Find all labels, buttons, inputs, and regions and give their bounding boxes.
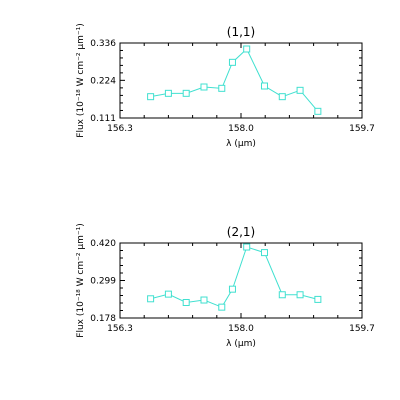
data-point-marker xyxy=(243,243,251,251)
data-point-marker xyxy=(147,295,155,303)
x-axis-label: λ (μm) xyxy=(226,339,256,349)
data-point-marker xyxy=(314,107,322,115)
data-point-marker xyxy=(182,299,190,307)
x-axis-label: λ (μm) xyxy=(226,139,256,149)
x-tick-label: 159.7 xyxy=(349,324,375,334)
data-point-marker xyxy=(260,249,268,257)
y-axis-label: Flux (10⁻¹⁸ W cm⁻² μm⁻¹) xyxy=(76,23,86,137)
x-tick-label: 158.0 xyxy=(228,124,254,134)
x-tick-label: 159.7 xyxy=(349,124,375,134)
data-point-marker xyxy=(164,290,172,298)
data-point-marker xyxy=(228,58,236,66)
chart-title: (2,1) xyxy=(227,225,255,239)
data-point-marker xyxy=(218,303,226,311)
data-point-marker xyxy=(200,296,208,304)
series-line xyxy=(150,246,318,308)
data-point-marker xyxy=(147,93,155,101)
y-tick-label: 0.336 xyxy=(90,39,116,49)
series-line xyxy=(150,48,319,112)
data-point-marker xyxy=(296,86,304,94)
y-tick-label: 0.111 xyxy=(90,114,116,124)
y-tick-label: 0.178 xyxy=(90,314,116,324)
data-point-marker xyxy=(182,89,190,97)
y-tick-label: 0.299 xyxy=(90,277,116,287)
x-tick-label: 156.3 xyxy=(107,324,133,334)
data-point-marker xyxy=(243,45,251,53)
data-point-marker xyxy=(218,84,226,92)
data-point-marker xyxy=(278,93,286,101)
data-point-marker xyxy=(260,82,268,90)
y-axis-label: Flux (10⁻¹⁸ W cm⁻² μm⁻¹) xyxy=(76,223,86,337)
data-point-marker xyxy=(314,295,322,303)
data-point-marker xyxy=(278,291,286,299)
x-tick-label: 156.3 xyxy=(107,124,133,134)
data-point-marker xyxy=(296,291,304,299)
plot-frame xyxy=(119,242,363,319)
data-point-marker xyxy=(228,285,236,293)
y-tick-label: 0.420 xyxy=(90,239,116,249)
chart-panel-1: (1,1) 156.3 158.0 159.7 0.111 0.224 0.336 λ (μm… xyxy=(76,23,375,149)
chart-panel-2: (2,1) 156.3 158.0 159.7 0.178 0.299 0.420 λ (μm… xyxy=(76,223,375,349)
data-point-marker xyxy=(200,83,208,91)
chart-title: (1,1) xyxy=(227,25,255,39)
y-tick-label: 0.224 xyxy=(90,76,116,86)
data-point-marker xyxy=(164,89,172,97)
x-tick-label: 158.0 xyxy=(228,324,254,334)
